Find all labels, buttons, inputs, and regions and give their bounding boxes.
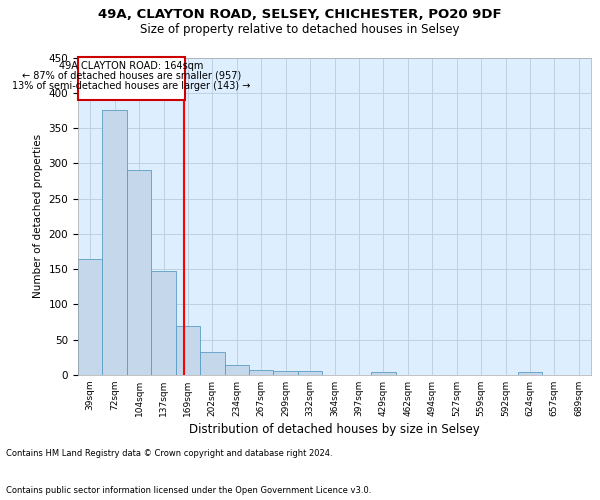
Bar — [518, 372, 542, 375]
Text: Size of property relative to detached houses in Selsey: Size of property relative to detached ho… — [140, 22, 460, 36]
Y-axis label: Number of detached properties: Number of detached properties — [33, 134, 43, 298]
Bar — [127, 170, 151, 375]
Bar — [200, 352, 224, 375]
Bar — [274, 371, 298, 375]
Text: 13% of semi-detached houses are larger (143) →: 13% of semi-detached houses are larger (… — [12, 80, 251, 90]
Text: 49A CLAYTON ROAD: 164sqm: 49A CLAYTON ROAD: 164sqm — [59, 61, 203, 71]
Bar — [224, 365, 249, 375]
Bar — [78, 258, 103, 375]
Bar — [103, 110, 127, 375]
Bar — [78, 58, 185, 100]
Text: Contains public sector information licensed under the Open Government Licence v3: Contains public sector information licen… — [6, 486, 371, 495]
Bar — [298, 372, 322, 375]
Bar — [371, 372, 395, 375]
Text: Contains HM Land Registry data © Crown copyright and database right 2024.: Contains HM Land Registry data © Crown c… — [6, 448, 332, 458]
Bar — [176, 326, 200, 375]
Bar — [249, 370, 274, 375]
Bar — [151, 270, 176, 375]
X-axis label: Distribution of detached houses by size in Selsey: Distribution of detached houses by size … — [189, 423, 480, 436]
Text: ← 87% of detached houses are smaller (957): ← 87% of detached houses are smaller (95… — [22, 71, 241, 81]
Text: 49A, CLAYTON ROAD, SELSEY, CHICHESTER, PO20 9DF: 49A, CLAYTON ROAD, SELSEY, CHICHESTER, P… — [98, 8, 502, 20]
